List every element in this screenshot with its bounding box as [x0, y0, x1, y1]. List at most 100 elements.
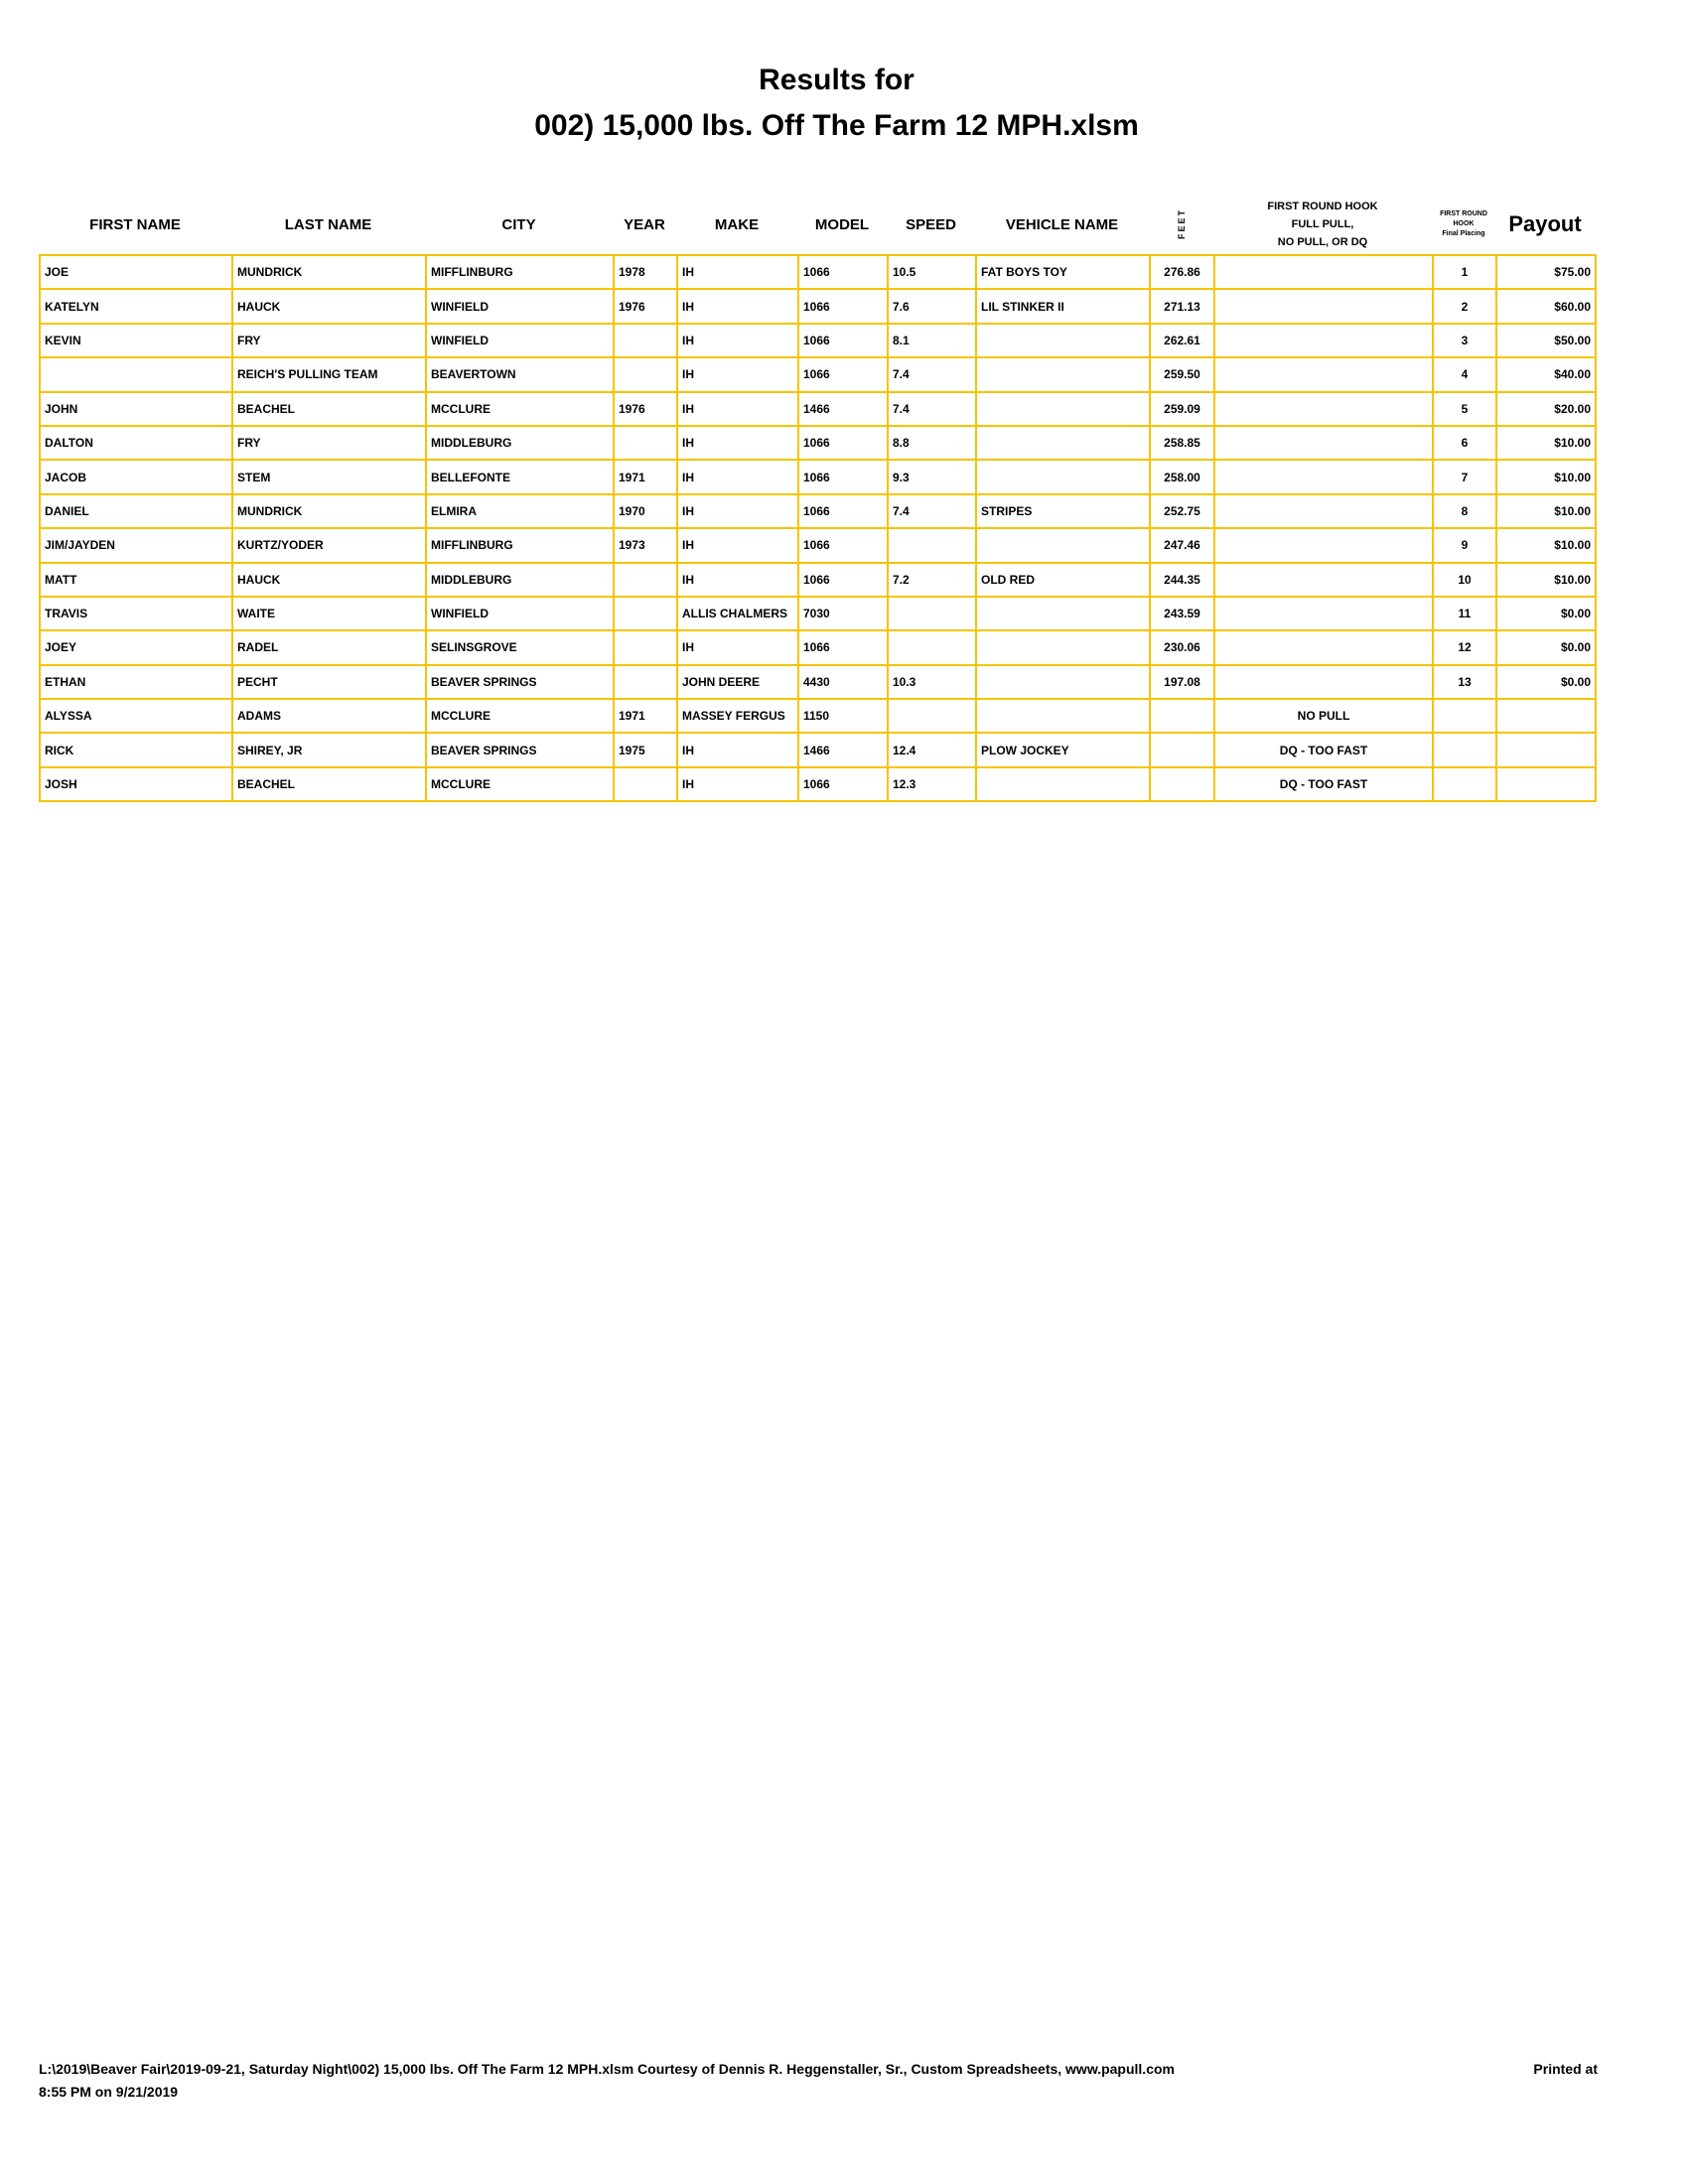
cell-vehicle-name: PLOW JOCKEY: [975, 732, 1151, 768]
cell-vehicle-name: [975, 698, 1151, 735]
cell-city: MIDDLEBURG: [425, 561, 615, 598]
cell-city: BEAVER SPRINGS: [425, 732, 615, 768]
cell-model: 1066: [797, 424, 889, 462]
header-feet: FEET: [1149, 195, 1213, 254]
cell-payout: $10.00: [1495, 492, 1597, 530]
cell-first-name: TRAVIS: [39, 595, 233, 632]
table-row: TRAVIS WAITE WINFIELD ALLIS CHALMERS 7030 243…: [39, 595, 1597, 632]
header-feet-label: FEET: [1176, 208, 1187, 240]
cell-hook-status: DQ - TOO FAST: [1213, 732, 1434, 768]
cell-first-name: JIM/JAYDEN: [39, 527, 233, 564]
cell-model: 1066: [797, 492, 889, 530]
cell-city: MCCLURE: [425, 765, 615, 803]
cell-vehicle-name: [975, 765, 1151, 803]
cell-year: [613, 765, 678, 803]
cell-make: IH: [676, 527, 799, 564]
header-city: CITY: [501, 215, 536, 233]
cell-vehicle-name: [975, 459, 1151, 495]
footer-path: L:\2019\Beaver Fair\2019-09-21, Saturday…: [39, 2061, 1175, 2077]
cell-feet: [1149, 765, 1215, 803]
cell-vehicle-name: STRIPES: [975, 492, 1151, 530]
table-row: DALTON FRY MIDDLEBURG IH 1066 8.8 258.85 6 $10.0…: [39, 424, 1597, 462]
header-make: MAKE: [714, 215, 760, 233]
header-payout: Payout: [1508, 211, 1582, 236]
cell-hook-status: [1213, 390, 1434, 427]
cell-make: IH: [676, 356, 799, 393]
cell-first-name: MATT: [39, 561, 233, 598]
cell-make: IH: [676, 322, 799, 359]
table-row: ALYSSA ADAMS MCCLURE 1971 MASSEY FERGUS 1150 N…: [39, 698, 1597, 735]
table-row: RICK SHIREY, JR BEAVER SPRINGS 1975 IH 1466 12…: [39, 732, 1597, 768]
cell-feet: [1149, 698, 1215, 735]
cell-model: 1150: [797, 698, 889, 735]
cell-hook-status: [1213, 459, 1434, 495]
cell-speed: [887, 698, 977, 735]
cell-make: IH: [676, 459, 799, 495]
cell-year: 1976: [613, 390, 678, 427]
cell-year: 1975: [613, 732, 678, 768]
table-row: JOSH BEACHEL MCCLURE IH 1066 12.3 DQ - TOO FAS…: [39, 765, 1597, 803]
cell-hook-status: [1213, 595, 1434, 632]
results-table: JOE MUNDRICK MIFFLINBURG 1978 IH 1066 10.5 FAT …: [39, 253, 1597, 803]
cell-last-name: STEM: [231, 459, 427, 495]
cell-last-name: FRY: [231, 322, 427, 359]
header-model: MODEL: [814, 215, 870, 233]
cell-hook-status: [1213, 663, 1434, 701]
cell-speed: 12.3: [887, 765, 977, 803]
title-line-2: 002) 15,000 lbs. Off The Farm 12 MPH.xls…: [534, 109, 1139, 142]
cell-vehicle-name: [975, 424, 1151, 462]
table-row: JOE MUNDRICK MIFFLINBURG 1978 IH 1066 10.5 FAT …: [39, 253, 1597, 291]
cell-feet: 197.08: [1149, 663, 1215, 701]
cell-year: [613, 424, 678, 462]
cell-hook-status: [1213, 253, 1434, 291]
table-row: DANIEL MUNDRICK ELMIRA 1970 IH 1066 7.4 STRIPES…: [39, 492, 1597, 530]
cell-speed: 10.3: [887, 663, 977, 701]
cell-payout: $10.00: [1495, 459, 1597, 495]
header-speed: SPEED: [906, 215, 956, 233]
cell-year: [613, 629, 678, 666]
cell-year: 1970: [613, 492, 678, 530]
cell-feet: 230.06: [1149, 629, 1215, 666]
cell-feet: 271.13: [1149, 288, 1215, 325]
cell-model: 1066: [797, 459, 889, 495]
header-placing-line1: FIRST ROUND: [1440, 210, 1487, 217]
cell-model: 1066: [797, 356, 889, 393]
cell-first-name: JOEY: [39, 629, 233, 666]
cell-model: 1066: [797, 322, 889, 359]
cell-year: [613, 356, 678, 393]
cell-payout: $40.00: [1495, 356, 1597, 393]
cell-city: MIDDLEBURG: [425, 424, 615, 462]
cell-vehicle-name: [975, 629, 1151, 666]
cell-final-placing: [1432, 732, 1497, 768]
cell-speed: 8.1: [887, 322, 977, 359]
cell-first-name: JOSH: [39, 765, 233, 803]
cell-final-placing: 13: [1432, 663, 1497, 701]
cell-year: [613, 663, 678, 701]
cell-first-name: DALTON: [39, 424, 233, 462]
cell-city: MCCLURE: [425, 698, 615, 735]
cell-first-name: KEVIN: [39, 322, 233, 359]
cell-final-placing: [1432, 698, 1497, 735]
cell-first-name: JACOB: [39, 459, 233, 495]
cell-model: 4430: [797, 663, 889, 701]
cell-model: 1466: [797, 390, 889, 427]
cell-city: WINFIELD: [425, 288, 615, 325]
cell-city: WINFIELD: [425, 595, 615, 632]
cell-model: 7030: [797, 595, 889, 632]
header-last-name: LAST NAME: [284, 215, 372, 233]
cell-make: IH: [676, 561, 799, 598]
cell-feet: 262.61: [1149, 322, 1215, 359]
header-hook-status: FIRST ROUND HOOK FULL PULL, NO PULL, OR …: [1213, 195, 1432, 254]
cell-payout: $0.00: [1495, 629, 1597, 666]
cell-payout: $75.00: [1495, 253, 1597, 291]
table-header: FIRST NAME LAST NAME CITY YEAR MAKE MODE…: [39, 195, 1595, 254]
cell-make: MASSEY FERGUS: [676, 698, 799, 735]
table-row: JOHN BEACHEL MCCLURE 1976 IH 1466 7.4 259.09 5 $2…: [39, 390, 1597, 427]
cell-city: MIFFLINBURG: [425, 253, 615, 291]
cell-last-name: WAITE: [231, 595, 427, 632]
cell-speed: 9.3: [887, 459, 977, 495]
cell-first-name: JOHN: [39, 390, 233, 427]
cell-city: BELLEFONTE: [425, 459, 615, 495]
cell-payout: $50.00: [1495, 322, 1597, 359]
cell-hook-status: [1213, 561, 1434, 598]
